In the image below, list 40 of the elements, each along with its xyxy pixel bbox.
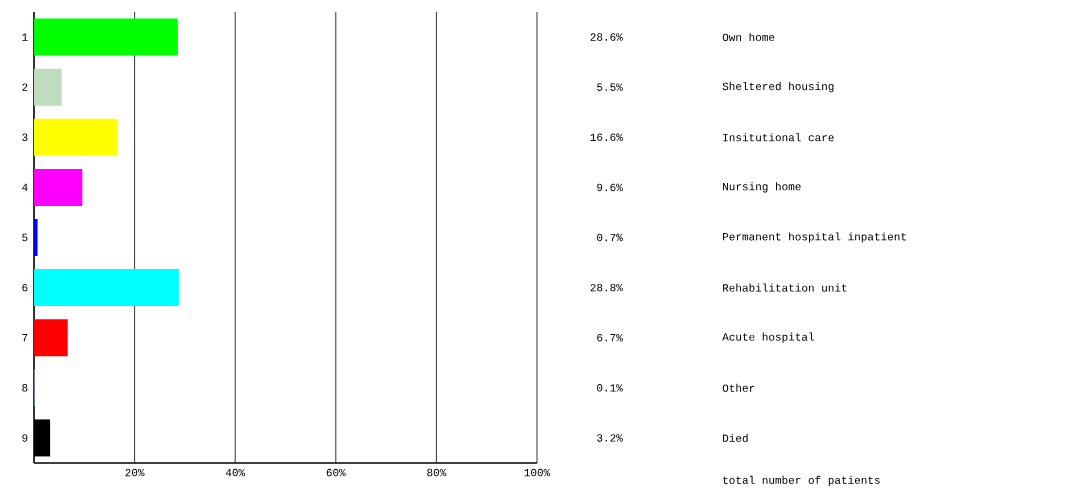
x-tick-label: 20% xyxy=(125,468,145,477)
data-label: 16.6% xyxy=(590,133,623,142)
x-tick-label: 40% xyxy=(225,468,246,477)
y-tick-label: 6 xyxy=(22,283,28,292)
y-tick-label: 8 xyxy=(22,384,28,392)
bar xyxy=(34,18,178,56)
text: Sheltered housing xyxy=(722,82,834,93)
bar xyxy=(34,219,38,256)
bar xyxy=(34,68,62,106)
text: Rehabilitation unit xyxy=(723,283,847,292)
x-tick-label: 60% xyxy=(326,468,346,477)
text: Other xyxy=(722,383,755,392)
x-tick-label: 100% xyxy=(524,468,551,477)
bar xyxy=(34,118,118,156)
y-tick-label: 5 xyxy=(22,233,28,242)
data-label: 5.5% xyxy=(597,83,623,91)
y-tick-label: 4 xyxy=(22,183,28,192)
data-label: 0.7% xyxy=(597,233,623,242)
text: Acute hospital xyxy=(722,332,814,343)
text: total number of patients xyxy=(723,475,880,487)
data-label: 28.8% xyxy=(590,283,623,292)
text: Own home xyxy=(722,33,775,42)
bar xyxy=(34,269,179,307)
x-tick-label: 80% xyxy=(427,468,447,477)
y-tick-label: 7 xyxy=(22,334,28,342)
y-tick-label: 3 xyxy=(22,133,28,142)
text: Nursing home xyxy=(723,182,801,193)
data-label: 3.2% xyxy=(597,434,623,442)
data-label: 28.6% xyxy=(590,33,623,41)
y-tick-label: 1 xyxy=(22,33,28,41)
data-label: 9.6% xyxy=(597,183,623,192)
y-tick-label: 9 xyxy=(22,434,28,442)
text: Died xyxy=(723,433,748,442)
data-label: 0.1% xyxy=(597,384,623,392)
text: Permanent hospital inpatient xyxy=(723,232,906,243)
y-tick-label: 2 xyxy=(22,83,28,91)
bar xyxy=(34,168,83,206)
bar xyxy=(34,319,68,357)
text: Insitutional care xyxy=(723,133,834,142)
data-label: 6.7% xyxy=(597,333,623,342)
